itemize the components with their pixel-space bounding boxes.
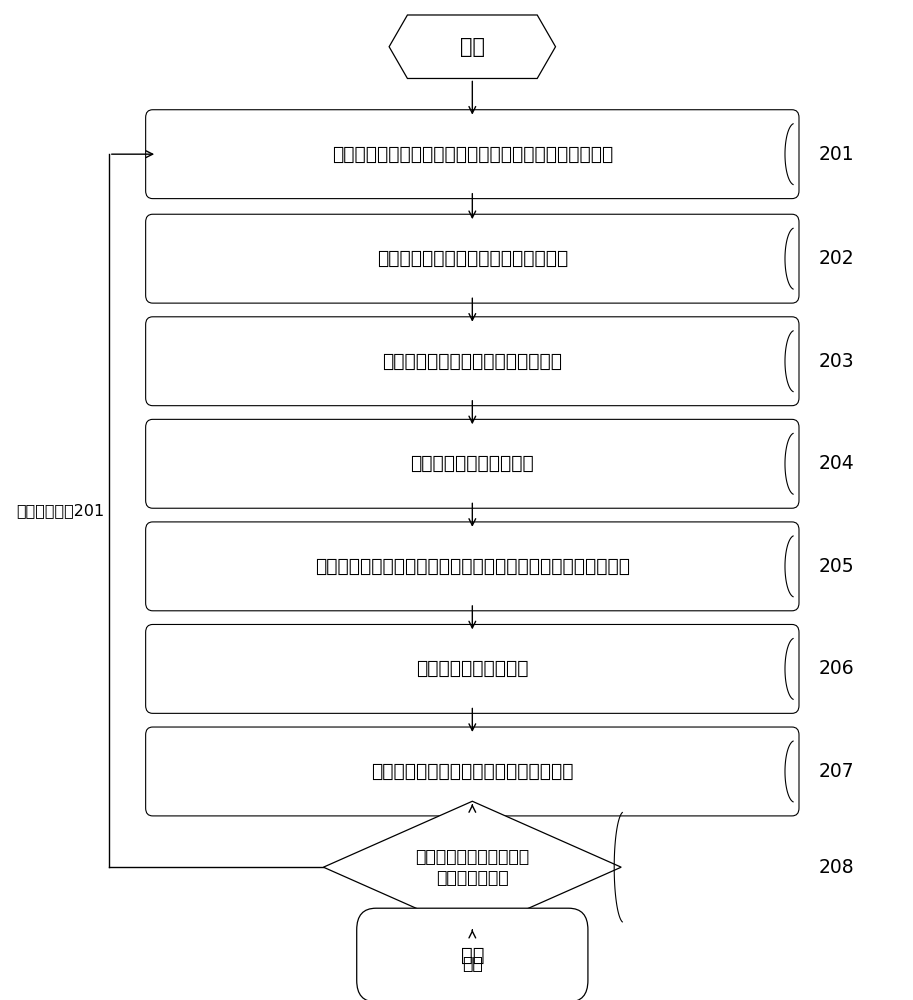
Text: 206: 206 — [818, 659, 854, 678]
Text: 202: 202 — [818, 249, 854, 268]
Text: 207: 207 — [818, 762, 854, 781]
Text: 判断所述移动幅度数据是
否大于预设阈值: 判断所述移动幅度数据是 否大于预设阈值 — [415, 848, 530, 887]
FancyBboxPatch shape — [357, 908, 588, 1000]
Text: 若是，则返回201: 若是，则返回201 — [16, 503, 104, 518]
Text: 205: 205 — [818, 557, 854, 576]
Text: 采用所述形体参数建立用户的三维模型: 采用所述形体参数建立用户的三维模型 — [377, 249, 568, 268]
FancyBboxPatch shape — [146, 110, 799, 199]
Polygon shape — [389, 15, 555, 78]
Text: 采用所述传感器获取用户的移动幅度数据: 采用所述传感器获取用户的移动幅度数据 — [371, 762, 573, 781]
Text: 201: 201 — [818, 145, 854, 164]
FancyBboxPatch shape — [146, 727, 799, 816]
Text: 将所述用户虚拟图像和所述商品信息结合，并生成目标虚拟图像: 将所述用户虚拟图像和所述商品信息结合，并生成目标虚拟图像 — [315, 557, 630, 576]
FancyBboxPatch shape — [146, 419, 799, 508]
FancyBboxPatch shape — [146, 214, 799, 303]
Text: 采用所述多个摄像头分别从不同位置采集用户的形体参数: 采用所述多个摄像头分别从不同位置采集用户的形体参数 — [331, 145, 613, 164]
FancyBboxPatch shape — [146, 624, 799, 713]
Polygon shape — [323, 801, 621, 933]
Text: 采用三维模型生成所述用户虚拟图像: 采用三维模型生成所述用户虚拟图像 — [383, 352, 562, 371]
Text: 展现所述目标虚拟图像: 展现所述目标虚拟图像 — [416, 659, 529, 678]
FancyBboxPatch shape — [146, 522, 799, 611]
Text: 若否: 若否 — [462, 955, 483, 973]
Text: 接收用户选择的商品信息: 接收用户选择的商品信息 — [411, 454, 534, 473]
Text: 开始: 开始 — [460, 37, 485, 57]
Text: 结束: 结束 — [460, 946, 484, 965]
Text: 208: 208 — [818, 858, 854, 877]
Text: 203: 203 — [818, 352, 854, 371]
Text: 204: 204 — [818, 454, 854, 473]
FancyBboxPatch shape — [146, 317, 799, 406]
